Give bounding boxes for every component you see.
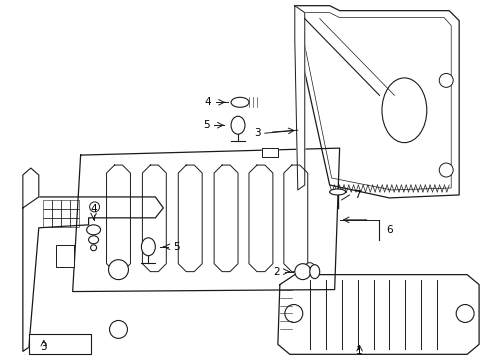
Polygon shape (214, 165, 238, 272)
Ellipse shape (381, 78, 426, 143)
Ellipse shape (90, 245, 96, 251)
Ellipse shape (329, 189, 345, 195)
Text: 6: 6 (386, 225, 392, 235)
Text: 3: 3 (41, 342, 47, 352)
Text: 3: 3 (254, 128, 261, 138)
Circle shape (109, 320, 127, 338)
Circle shape (108, 260, 128, 280)
Text: 5: 5 (173, 242, 179, 252)
Polygon shape (294, 6, 458, 198)
Ellipse shape (230, 97, 248, 107)
Polygon shape (178, 165, 202, 272)
Polygon shape (23, 168, 39, 208)
Circle shape (304, 263, 314, 273)
Polygon shape (142, 165, 166, 272)
Bar (61, 209, 69, 218)
Ellipse shape (141, 238, 155, 256)
Bar (69, 200, 79, 209)
Bar (61, 200, 69, 209)
Circle shape (455, 305, 473, 323)
Ellipse shape (230, 116, 244, 134)
Circle shape (89, 202, 100, 212)
Polygon shape (23, 197, 163, 351)
Polygon shape (248, 165, 272, 272)
Bar (69, 209, 79, 218)
Bar (61, 218, 69, 227)
Ellipse shape (86, 225, 101, 235)
Polygon shape (283, 165, 307, 272)
Bar (42, 218, 52, 227)
Polygon shape (106, 165, 130, 272)
Polygon shape (277, 275, 478, 354)
Bar (52, 209, 61, 218)
Bar (69, 218, 79, 227)
Polygon shape (29, 334, 90, 354)
Circle shape (438, 73, 452, 87)
Polygon shape (294, 6, 304, 190)
Bar (52, 200, 61, 209)
Text: 4: 4 (204, 97, 211, 107)
Bar (42, 209, 52, 218)
Circle shape (285, 305, 302, 323)
Bar (42, 200, 52, 209)
Text: 4: 4 (90, 204, 97, 214)
Circle shape (438, 163, 452, 177)
Text: 1: 1 (356, 346, 362, 356)
Circle shape (294, 264, 310, 280)
Bar (52, 218, 61, 227)
Text: 5: 5 (203, 120, 209, 130)
Text: 7: 7 (353, 190, 360, 200)
Ellipse shape (88, 236, 99, 244)
Ellipse shape (309, 265, 319, 279)
Text: 2: 2 (273, 267, 280, 276)
Polygon shape (73, 148, 339, 292)
Polygon shape (262, 148, 277, 157)
Bar (56, 245, 74, 267)
